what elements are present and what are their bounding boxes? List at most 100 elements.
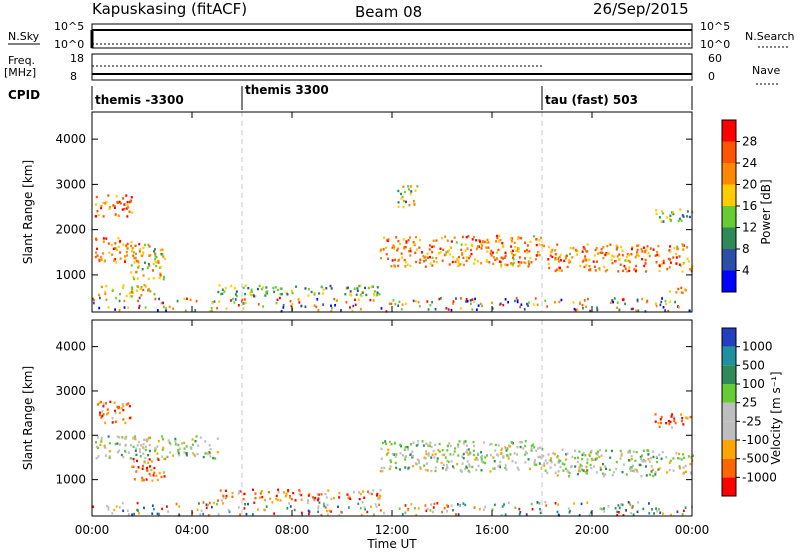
echo-cell	[572, 246, 575, 250]
echo-cell	[551, 255, 554, 259]
echo-cell	[137, 440, 140, 444]
echo-cell	[511, 460, 514, 463]
echo-cell	[403, 199, 406, 203]
echo-cell	[658, 269, 661, 273]
echo-cell	[509, 453, 512, 456]
echo-cell	[358, 491, 361, 494]
echo-cell	[107, 306, 110, 309]
echo-cell	[535, 243, 538, 247]
echo-cell	[661, 297, 663, 300]
echo-cell	[158, 276, 161, 280]
echo-cell	[250, 293, 253, 297]
colorbar-tick-label: -1000	[742, 470, 777, 484]
echo-cell	[163, 257, 166, 261]
echo-cell	[121, 501, 124, 505]
echo-cell	[689, 471, 692, 474]
echo-cell	[467, 469, 470, 473]
echo-cell	[583, 265, 586, 269]
echo-cell	[273, 290, 276, 294]
echo-cell	[402, 454, 405, 457]
echo-cell	[169, 451, 172, 454]
echo-cell	[507, 457, 510, 460]
echo-cell	[506, 447, 509, 450]
echo-cell	[466, 299, 469, 303]
echo-cell	[322, 303, 325, 306]
echo-cell	[130, 457, 133, 460]
echo-cell	[471, 308, 474, 311]
echo-cell	[572, 301, 575, 304]
echo-cell	[482, 460, 485, 464]
echo-cell	[216, 306, 219, 310]
echo-cell	[349, 306, 351, 309]
echo-cell	[673, 246, 676, 250]
echo-cell	[165, 309, 167, 312]
echo-cell	[579, 469, 582, 473]
echo-cell	[141, 467, 144, 471]
echo-cell	[100, 400, 103, 404]
echo-cell	[135, 453, 138, 457]
echo-cell	[96, 210, 99, 213]
echo-cell	[660, 415, 663, 419]
echo-cell	[92, 301, 95, 305]
echo-cell	[345, 301, 348, 304]
echo-cell	[505, 454, 508, 457]
echo-cell	[242, 307, 245, 310]
echo-cell	[469, 299, 472, 302]
colorbar-frame	[721, 327, 737, 497]
echo-cell	[573, 449, 576, 453]
echo-cell	[404, 265, 407, 268]
echo-cell	[352, 304, 355, 308]
echo-cell	[108, 456, 111, 460]
echo-cell	[138, 306, 140, 310]
echo-cell	[118, 449, 121, 452]
echo-cell	[468, 463, 471, 466]
echo-cell	[327, 489, 330, 492]
echo-cell	[523, 308, 526, 311]
echo-cell	[476, 245, 479, 249]
echo-cell	[636, 244, 639, 247]
echo-cell	[431, 453, 434, 457]
echo-cell	[404, 511, 407, 514]
echo-cell	[520, 237, 523, 240]
echo-cell	[533, 459, 536, 462]
echo-cell	[447, 444, 450, 448]
echo-cell	[528, 250, 531, 253]
echo-cell	[457, 513, 460, 516]
echo-cell	[644, 249, 647, 253]
echo-cell	[333, 297, 336, 301]
echo-cell	[478, 507, 481, 511]
echo-cell	[457, 255, 460, 259]
echo-cell	[444, 253, 447, 256]
echo-cell	[401, 303, 404, 306]
echo-cell	[143, 438, 146, 441]
echo-cell	[461, 235, 464, 239]
echo-cell	[559, 465, 562, 469]
echo-cell	[427, 308, 430, 311]
echo-cell	[261, 286, 264, 289]
echo-cell	[576, 472, 579, 476]
echo-cell	[144, 448, 147, 452]
echo-cell	[144, 445, 147, 448]
echo-cell	[680, 286, 683, 290]
echo-cell	[154, 448, 157, 451]
echo-cell	[404, 458, 407, 461]
echo-cell	[480, 451, 483, 454]
echo-cell	[554, 258, 557, 261]
echo-cell	[241, 298, 244, 302]
echo-cell	[399, 451, 402, 455]
echo-cell	[154, 297, 157, 301]
echo-cell	[381, 469, 384, 473]
echo-cell	[376, 492, 379, 496]
echo-cell	[364, 507, 367, 511]
echo-cell	[389, 459, 392, 462]
echo-cell	[272, 286, 275, 290]
echo-cell	[600, 454, 603, 457]
echo-cell	[318, 501, 321, 504]
echo-cell	[632, 469, 635, 473]
echo-cell	[642, 246, 645, 249]
echo-cell	[628, 449, 631, 453]
echo-cell	[428, 244, 431, 247]
echo-cell	[452, 255, 455, 259]
echo-cell	[654, 473, 657, 476]
echo-cell	[502, 245, 505, 249]
